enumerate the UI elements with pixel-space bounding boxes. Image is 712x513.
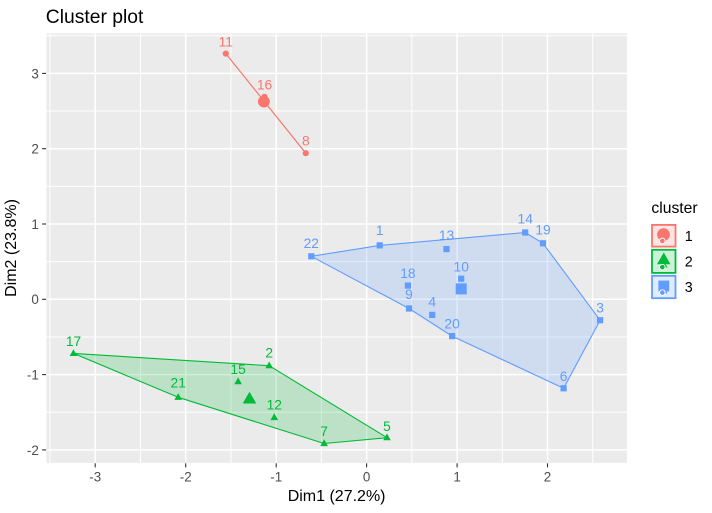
svg-text:-2: -2 (180, 470, 192, 485)
svg-text:-1: -1 (27, 367, 39, 382)
svg-text:19: 19 (535, 223, 551, 238)
svg-text:0: 0 (31, 292, 38, 307)
svg-text:1: 1 (376, 223, 384, 238)
svg-text:-2: -2 (27, 443, 39, 458)
svg-text:7: 7 (320, 424, 328, 439)
svg-text:-3: -3 (89, 470, 101, 485)
svg-text:3: 3 (685, 280, 693, 296)
svg-text:18: 18 (400, 266, 416, 281)
svg-text:17: 17 (66, 334, 81, 349)
svg-text:2: 2 (31, 142, 38, 157)
svg-text:4: 4 (428, 294, 436, 309)
svg-text:3: 3 (596, 301, 604, 316)
svg-text:6: 6 (560, 369, 568, 384)
svg-text:2: 2 (265, 346, 273, 361)
svg-text:22: 22 (304, 236, 319, 251)
svg-text:14: 14 (518, 212, 534, 227)
svg-text:16: 16 (257, 78, 273, 93)
svg-text:cluster: cluster (651, 200, 697, 217)
svg-text:15: 15 (230, 362, 246, 377)
svg-text:3: 3 (31, 66, 38, 81)
svg-text:2: 2 (685, 254, 693, 270)
svg-text:1: 1 (685, 229, 693, 245)
svg-text:13: 13 (439, 228, 455, 243)
svg-text:12: 12 (267, 397, 282, 412)
svg-text:2: 2 (544, 470, 551, 485)
svg-text:20: 20 (444, 317, 460, 332)
svg-text:0: 0 (363, 470, 370, 485)
svg-text:Cluster plot: Cluster plot (46, 7, 144, 28)
svg-text:-1: -1 (270, 470, 282, 485)
svg-text:1: 1 (453, 470, 460, 485)
svg-text:Dim2 (23.8%): Dim2 (23.8%) (3, 199, 20, 297)
svg-text:9: 9 (405, 287, 413, 302)
svg-text:11: 11 (219, 35, 233, 50)
svg-text:Dim1 (27.2%): Dim1 (27.2%) (288, 488, 386, 505)
svg-text:5: 5 (383, 419, 391, 434)
svg-text:8: 8 (302, 133, 310, 148)
svg-text:10: 10 (454, 260, 470, 275)
svg-text:21: 21 (171, 376, 186, 391)
svg-text:1: 1 (31, 217, 38, 232)
